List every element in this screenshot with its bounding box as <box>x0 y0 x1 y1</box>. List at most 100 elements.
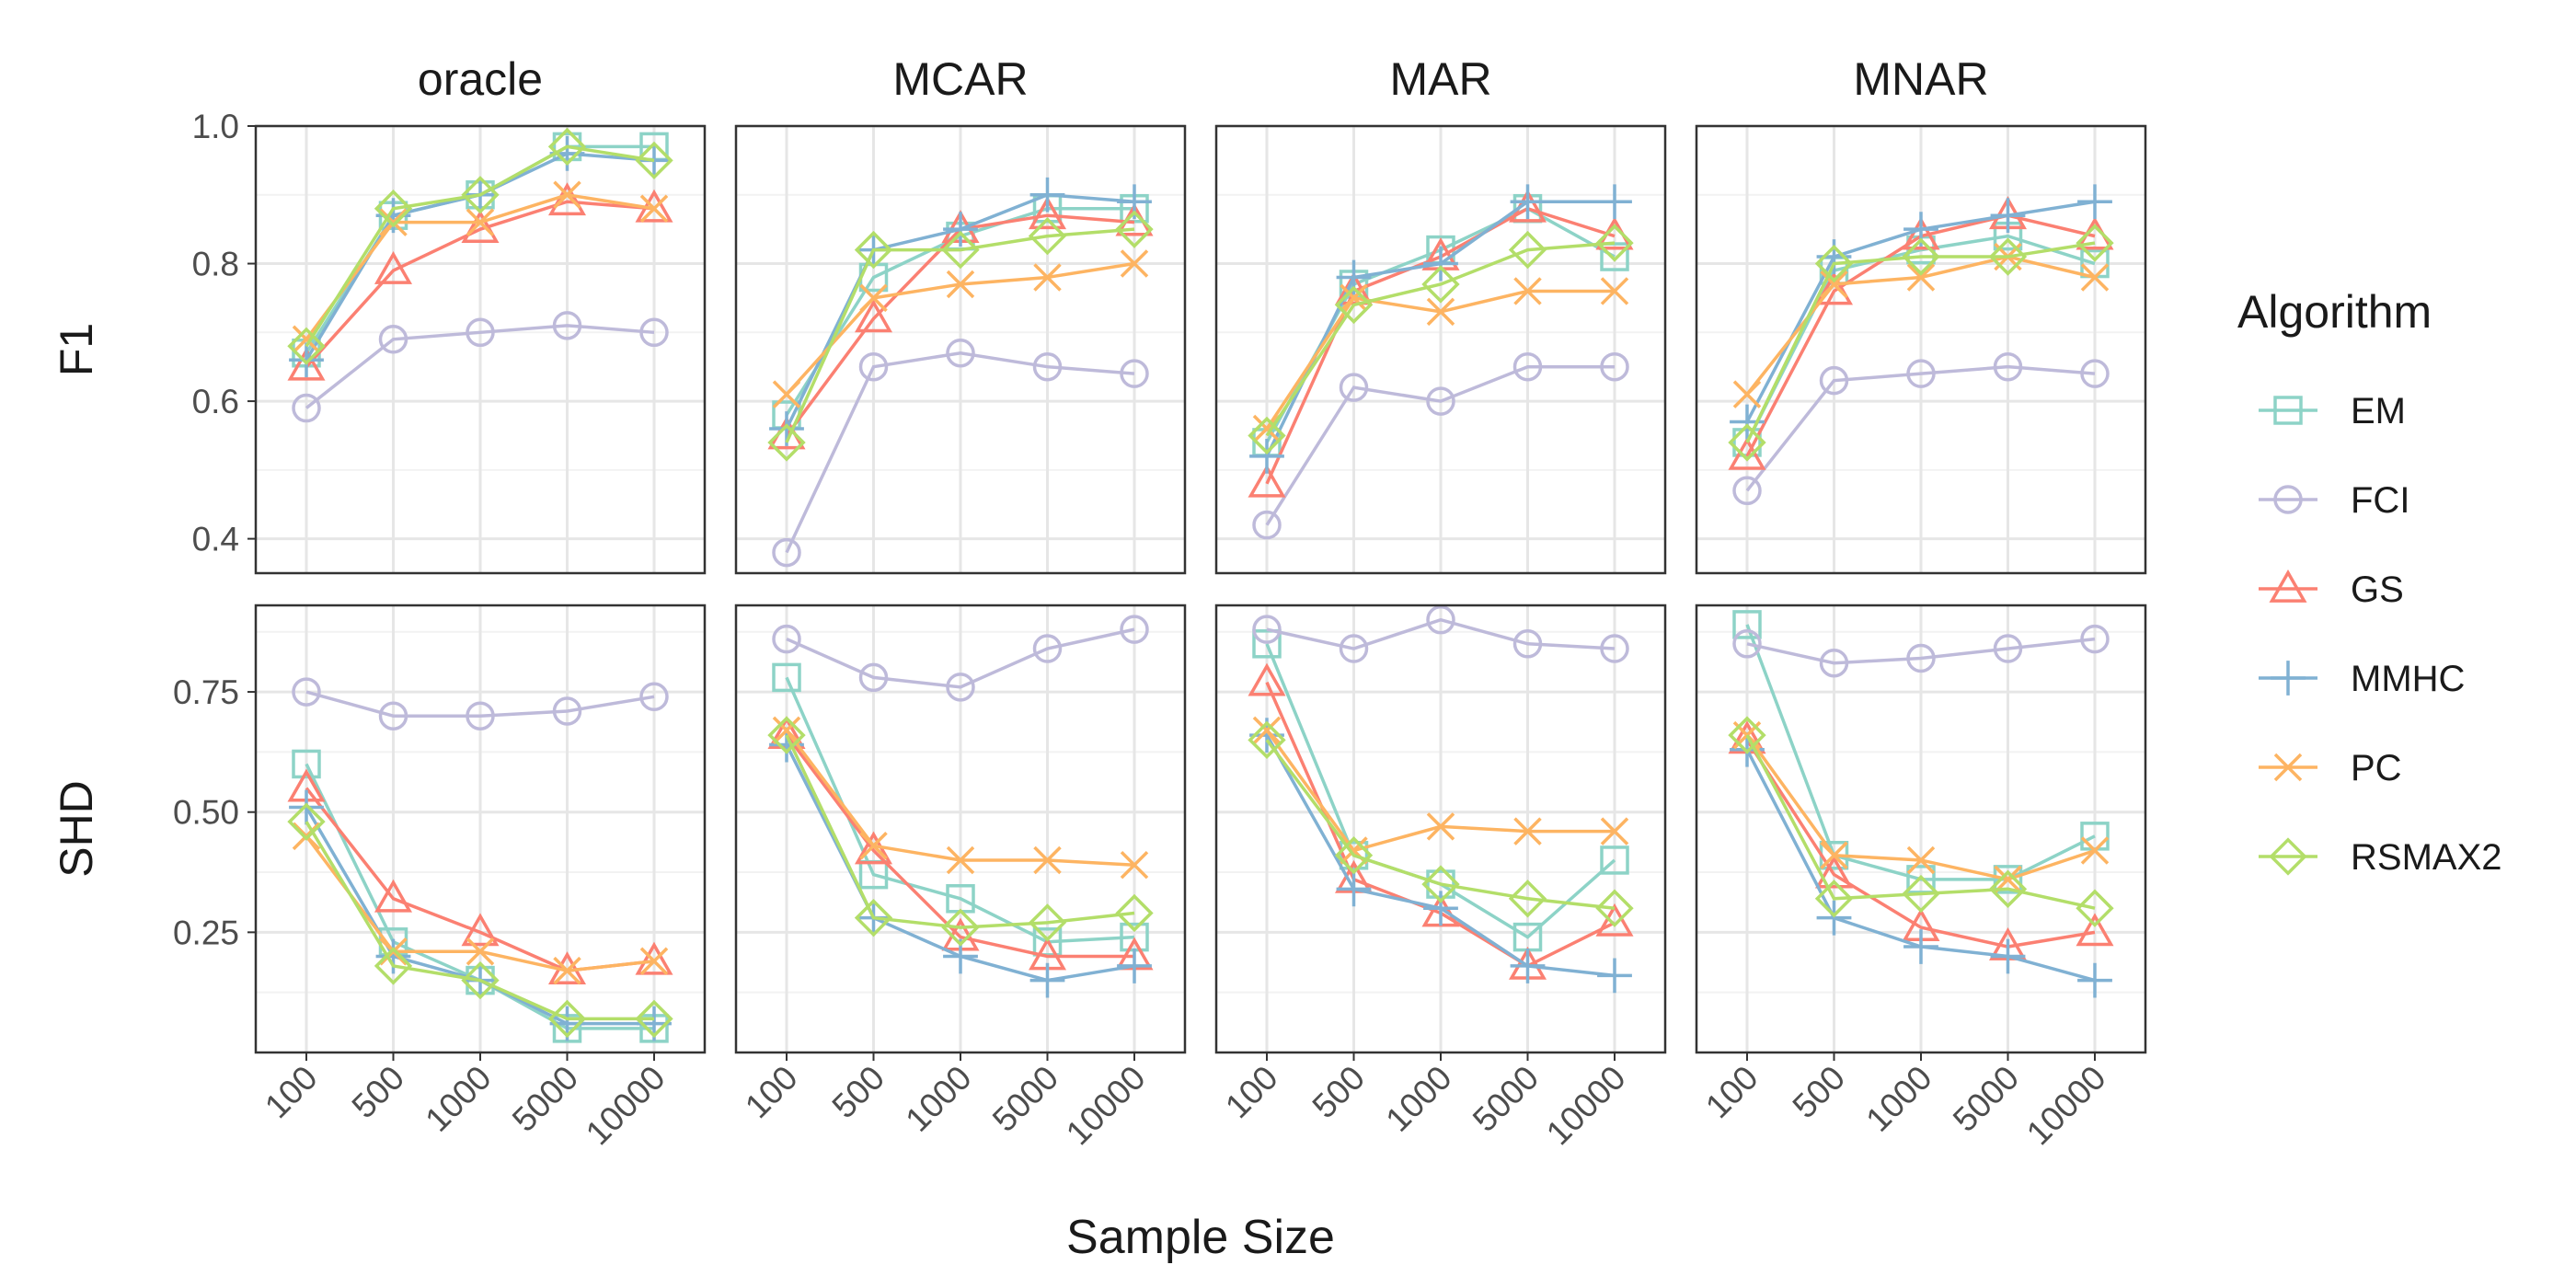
data-point-mmhc <box>289 342 324 378</box>
data-point-pc <box>1732 380 1762 408</box>
series-fci <box>772 615 1149 702</box>
series-line-em <box>1745 234 2096 443</box>
data-point-fci <box>378 325 408 354</box>
data-point-fci <box>1032 634 1063 663</box>
legend-label: EM <box>2351 391 2406 431</box>
data-point-mmhc <box>1336 871 1372 907</box>
data-point-gs <box>1728 436 1766 470</box>
data-point-rsmax2 <box>2076 224 2114 262</box>
data-point-fci <box>1426 386 1455 416</box>
data-point-mmhc <box>1510 949 1546 983</box>
data-point-pc <box>1033 263 1062 292</box>
y-tick-label: 0.4 <box>192 521 239 558</box>
data-point-gs <box>374 879 413 913</box>
data-point-rsmax2 <box>1421 265 1460 304</box>
data-point-rsmax2 <box>767 423 806 462</box>
data-point-pc <box>553 956 581 985</box>
data-point-pc <box>1513 817 1542 845</box>
data-point-em <box>1339 840 1369 870</box>
series-line-fci <box>305 690 655 718</box>
data-point-rsmax2 <box>1334 285 1374 325</box>
data-point-em <box>1732 610 1762 639</box>
data-point-mmhc <box>1990 938 2026 974</box>
series-line-rsmax2 <box>785 734 1135 929</box>
data-point-gs <box>1814 855 1854 889</box>
series-pc <box>292 822 669 985</box>
data-point-fci <box>1819 365 1849 396</box>
data-point-rsmax2 <box>1814 244 1854 283</box>
series-line-gs <box>305 200 655 368</box>
data-point-fci <box>378 701 408 730</box>
series-fci <box>1732 624 2110 678</box>
data-point-fci <box>772 537 801 568</box>
legend-key-marker <box>2273 753 2303 782</box>
data-point-gs <box>287 347 326 381</box>
panel-shd-mar <box>1214 604 1667 1054</box>
data-point-pc <box>859 832 888 860</box>
panel-shd-oracle <box>254 604 707 1054</box>
plot-area: oracle MCAR MAR MNAR F1 0.4 0.6 0.8 1.0 SHD 0.25 0.… <box>51 53 2147 1153</box>
data-point-fci <box>1120 615 1149 644</box>
data-point-pc <box>1252 716 1282 745</box>
series-fci <box>1252 604 1629 663</box>
x-axis-label: Sample Size <box>1066 1211 1335 1264</box>
panel-f1-mar <box>1214 124 1667 575</box>
series-line-fci <box>785 351 1135 554</box>
y-tick-label: 1.0 <box>192 108 239 145</box>
series-rsmax2 <box>287 802 673 1039</box>
y-tick-label: 0.6 <box>192 383 239 420</box>
legend-item-mmhc: MMHC <box>2259 659 2465 699</box>
data-point-mmhc <box>1597 958 1632 994</box>
series-fci <box>292 677 669 730</box>
data-point-em <box>1993 865 2023 894</box>
data-point-rsmax2 <box>1028 903 1067 942</box>
data-point-fci <box>1732 629 1762 659</box>
data-point-gs <box>1248 662 1286 696</box>
data-point-rsmax2 <box>374 947 413 985</box>
data-point-fci <box>1120 359 1149 388</box>
y-tick-label: 0.8 <box>192 246 239 283</box>
panel-shd-mnar <box>1695 604 2147 1054</box>
series-gs <box>287 182 673 381</box>
x-tick-label: 10000 <box>579 1059 673 1153</box>
data-point-pc <box>379 208 408 236</box>
legend-label: MMHC <box>2351 659 2465 699</box>
data-point-pc <box>1120 850 1149 880</box>
data-point-rsmax2 <box>854 230 893 270</box>
data-point-rsmax2 <box>1902 874 1940 914</box>
legend-key-marker <box>2273 485 2303 514</box>
data-point-fci <box>1600 351 1629 382</box>
legend-label: RSMAX2 <box>2351 837 2502 878</box>
data-point-fci <box>1252 615 1282 644</box>
data-point-fci <box>639 682 669 712</box>
data-point-mmhc <box>1510 184 1546 220</box>
legend-item-fci: FCI <box>2259 480 2409 521</box>
x-tick-label: 100 <box>738 1059 805 1126</box>
data-point-fci <box>1819 648 1849 678</box>
data-point-fci <box>1339 634 1369 663</box>
data-point-pc <box>1120 249 1149 278</box>
data-point-mmhc <box>1423 891 1458 926</box>
data-point-mmhc <box>375 938 411 974</box>
series-line-rsmax2 <box>1745 241 2096 443</box>
data-point-pc <box>2080 836 2110 865</box>
data-point-fci <box>639 317 669 348</box>
data-point-fci <box>1732 476 1762 506</box>
series-line-fci <box>1745 364 2096 492</box>
panel-f1-oracle <box>254 124 707 575</box>
data-point-fci <box>1512 351 1543 382</box>
data-point-rsmax2 <box>941 230 980 270</box>
data-point-pc <box>639 947 669 975</box>
data-point-rsmax2 <box>1814 880 1854 918</box>
series-mmhc <box>1249 184 1632 474</box>
y-tick-label: 0.50 <box>173 794 239 832</box>
data-point-fci <box>1906 359 1936 388</box>
facet-title-mnar: MNAR <box>1853 53 1988 105</box>
data-point-gs <box>854 299 893 333</box>
data-point-fci <box>552 696 582 726</box>
data-point-gs <box>374 250 413 284</box>
data-point-pc <box>639 194 669 223</box>
data-point-pc <box>292 822 321 851</box>
series-line-rsmax2 <box>1745 734 2096 910</box>
series-pc <box>772 716 1149 880</box>
